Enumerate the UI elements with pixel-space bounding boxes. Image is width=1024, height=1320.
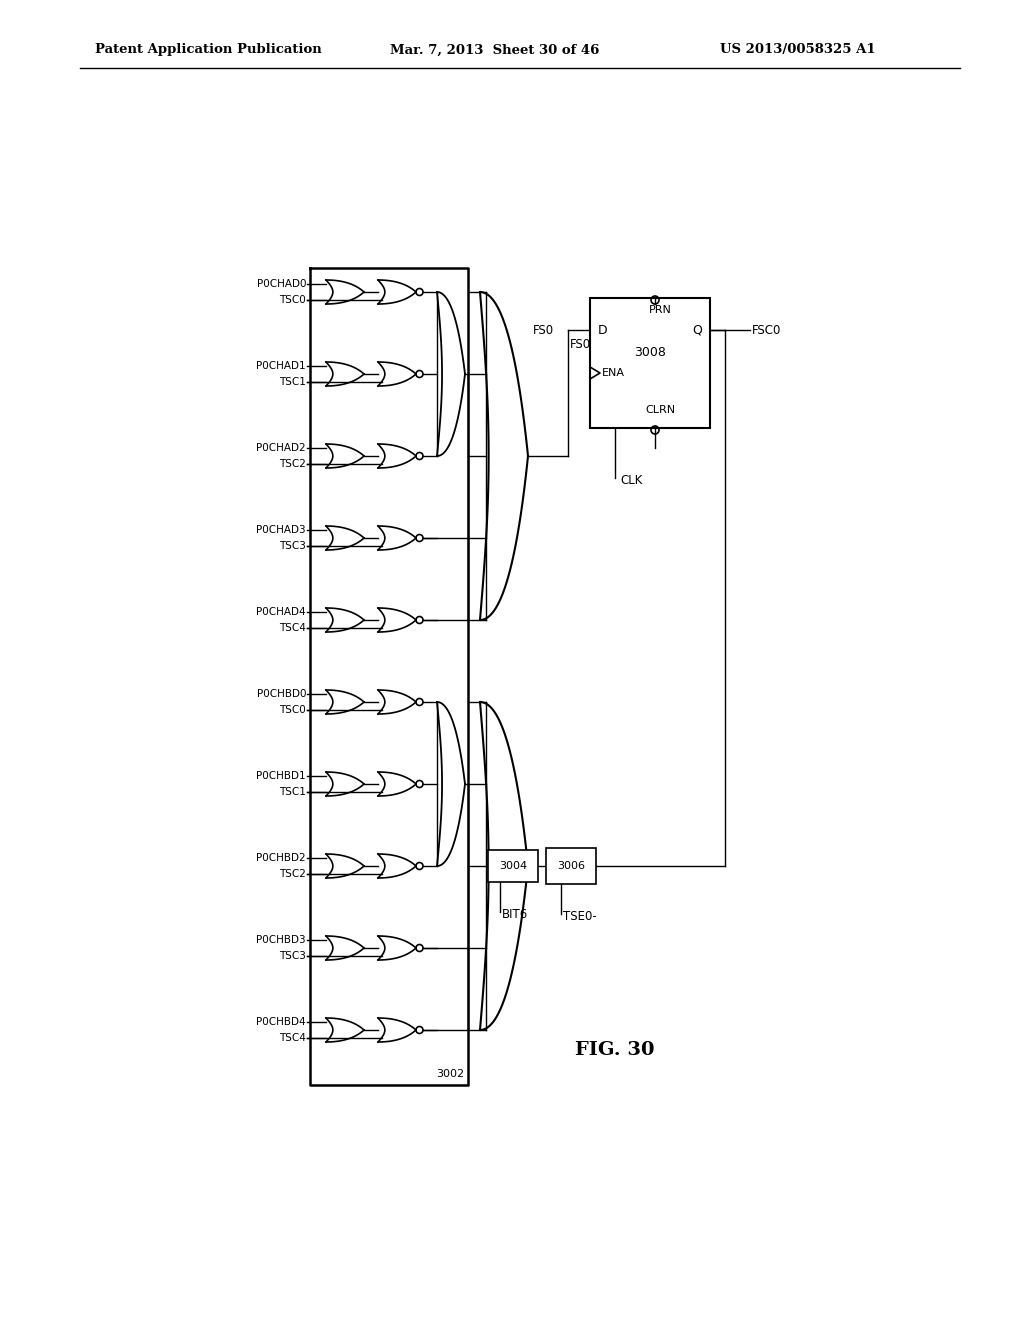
Text: TSC3: TSC3 xyxy=(280,950,306,961)
Text: PRN: PRN xyxy=(648,305,672,315)
Text: TSC1: TSC1 xyxy=(280,787,306,797)
Text: TSE0-: TSE0- xyxy=(563,909,597,923)
Text: TSC0: TSC0 xyxy=(280,294,306,305)
Bar xyxy=(546,847,596,884)
Text: P0CHBD0: P0CHBD0 xyxy=(256,689,306,700)
Bar xyxy=(488,850,538,882)
Text: TSC4: TSC4 xyxy=(280,1034,306,1043)
Text: TSC1: TSC1 xyxy=(280,378,306,387)
Text: P0CHBD2: P0CHBD2 xyxy=(256,853,306,863)
Text: P0CHAD2: P0CHAD2 xyxy=(256,444,306,453)
Text: P0CHAD1: P0CHAD1 xyxy=(256,360,306,371)
Bar xyxy=(590,298,710,428)
Text: Mar. 7, 2013  Sheet 30 of 46: Mar. 7, 2013 Sheet 30 of 46 xyxy=(390,44,599,57)
Text: P0CHAD3: P0CHAD3 xyxy=(256,525,306,535)
Text: 3006: 3006 xyxy=(557,861,585,871)
Text: 3004: 3004 xyxy=(499,861,527,871)
Text: CLK: CLK xyxy=(620,474,642,487)
Text: 3008: 3008 xyxy=(634,346,666,359)
Text: TSC2: TSC2 xyxy=(280,869,306,879)
Text: Patent Application Publication: Patent Application Publication xyxy=(95,44,322,57)
Text: ENA: ENA xyxy=(602,368,625,378)
Text: D: D xyxy=(598,323,607,337)
Text: Q: Q xyxy=(692,323,702,337)
Text: TSC3: TSC3 xyxy=(280,541,306,550)
Text: P0CHAD4: P0CHAD4 xyxy=(256,607,306,616)
Text: P0CHBD4: P0CHBD4 xyxy=(256,1016,306,1027)
Text: TSC2: TSC2 xyxy=(280,459,306,469)
Text: FS0: FS0 xyxy=(534,323,554,337)
Text: 3002: 3002 xyxy=(436,1069,464,1078)
Text: P0CHBD3: P0CHBD3 xyxy=(256,935,306,945)
Text: FIG. 30: FIG. 30 xyxy=(575,1041,654,1059)
Text: FS0: FS0 xyxy=(570,338,591,351)
Text: TSC4: TSC4 xyxy=(280,623,306,634)
Text: US 2013/0058325 A1: US 2013/0058325 A1 xyxy=(720,44,876,57)
Text: P0CHAD0: P0CHAD0 xyxy=(256,279,306,289)
Text: P0CHBD1: P0CHBD1 xyxy=(256,771,306,781)
Text: CLRN: CLRN xyxy=(645,405,675,414)
Text: TSC0: TSC0 xyxy=(280,705,306,715)
Text: BIT6: BIT6 xyxy=(502,908,528,920)
Text: FSC0: FSC0 xyxy=(752,323,781,337)
